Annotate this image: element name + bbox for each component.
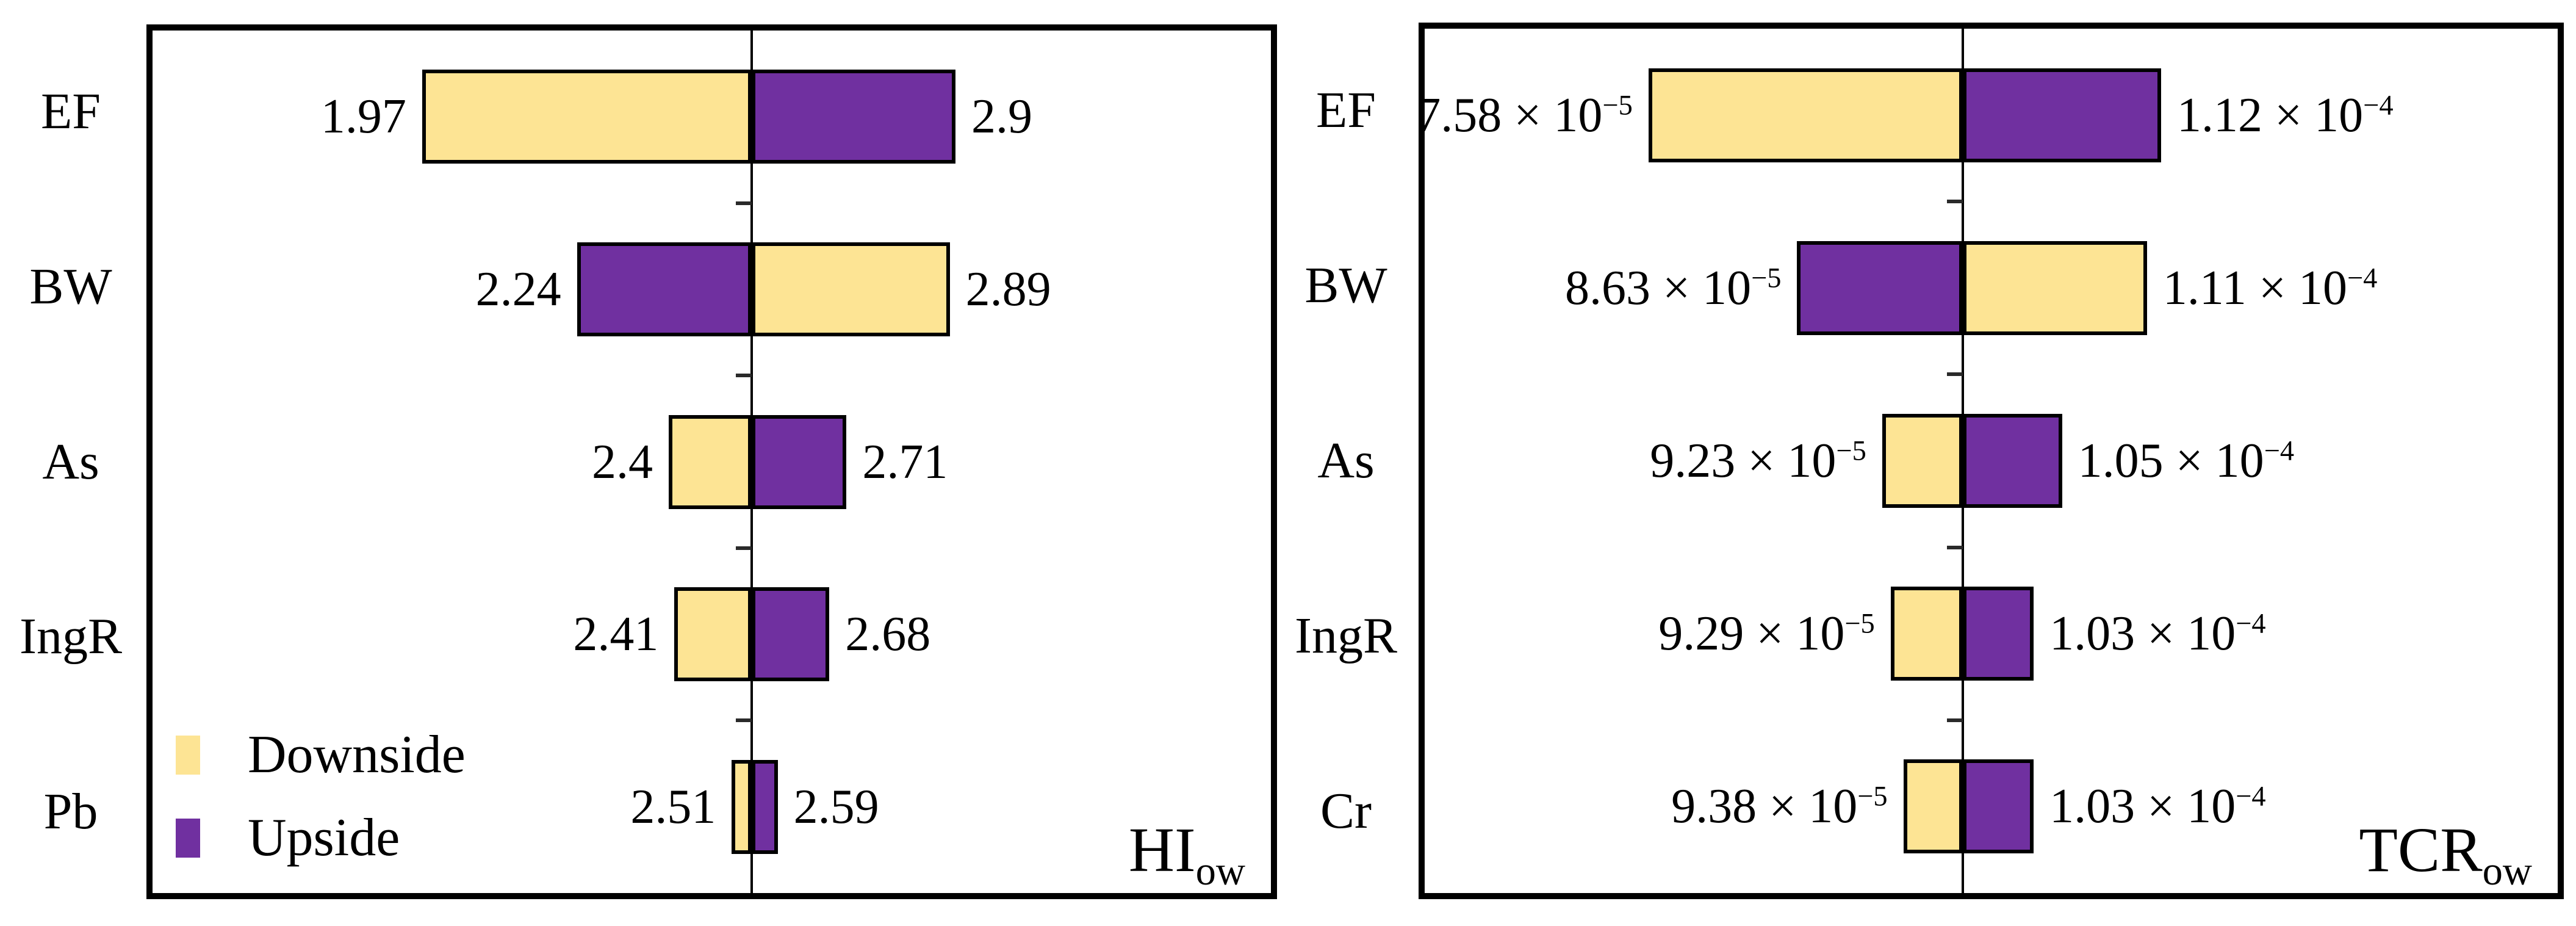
bar-downside-segment [674,587,752,682]
axis-tick [1947,718,1963,722]
low-value-label: 2.51 [630,780,716,834]
panel-title-text: TCR [2359,815,2483,885]
high-value-label: 2.9 [971,90,1032,144]
legend-entry-upside: Upside [176,798,466,878]
axis-tick [1947,372,1963,377]
high-value-label: 1.03 × 10−4 [2049,780,2266,834]
high-value-label: 1.05 × 10−4 [2078,434,2295,488]
low-value-label: 2.4 [592,435,653,489]
axis-tick [1947,545,1963,549]
bar-upside-segment [577,242,752,336]
low-value-label: 9.23 × 10−5 [1650,434,1866,488]
category-labels-hi: EF BW As IngR Pb [0,24,142,899]
bar-upside-segment [1797,241,1963,335]
low-value-label: 9.38 × 10−5 [1671,780,1888,834]
high-value-label: 2.59 [793,780,879,834]
category-label: BW [29,258,112,315]
low-value-label: 2.41 [573,607,659,662]
bar-upside-segment [1963,414,2062,508]
legend: Downside Upside [176,715,466,881]
upside-swatch [176,819,200,858]
legend-label-downside: Downside [248,725,466,784]
panel-title-hi-ow: HIow [1129,819,1245,892]
legend-entry-downside: Downside [176,715,466,795]
bar-upside-segment [1963,68,2162,162]
high-value-label: 2.71 [862,435,948,489]
bar-upside-segment [1963,759,2034,854]
axis-tick [736,374,752,378]
category-label: EF [40,83,101,140]
category-label: BW [1304,256,1387,314]
high-value-label: 1.03 × 10−4 [2049,607,2266,661]
bar-downside-segment [1890,587,1963,681]
bar-downside-segment [1882,414,1963,508]
axis-tick [736,201,752,205]
category-label: As [1317,432,1375,489]
axis-tick [1947,200,1963,204]
bar-downside-segment [752,242,950,336]
high-value-label: 2.68 [845,607,931,662]
panel-title-text: HI [1128,815,1196,885]
bar-upside-segment [752,587,830,682]
high-value-label: 1.11 × 10−4 [2162,261,2378,315]
bar-downside-segment [422,70,752,164]
low-value-label: 7.58 × 10−5 [1416,88,1633,142]
category-label: IngR [20,608,122,665]
bar-downside-segment [1963,241,2147,335]
bar-upside-segment [752,414,847,509]
high-value-label: 1.12 × 10−4 [2177,88,2394,142]
bar-upside-segment [752,70,955,164]
category-label: IngR [1295,607,1397,665]
axis-tick [736,546,752,550]
category-label: Cr [1320,783,1372,840]
bar-downside-segment [669,414,752,509]
legend-label-upside: Upside [248,808,400,867]
low-value-label: 9.29 × 10−5 [1658,607,1875,661]
bar-downside-segment [1903,759,1963,854]
category-label: EF [1315,81,1376,139]
category-label: As [42,433,99,490]
downside-swatch [176,736,200,775]
bar-downside-segment [1648,68,1963,162]
category-labels-tcr: EF BW As IngR Cr [1278,23,1414,899]
bar-upside-segment [1963,587,2034,681]
axis-tick [736,718,752,723]
panel-title-tcr-ow: TCRow [2359,819,2532,892]
low-value-label: 2.24 [475,262,561,316]
low-value-label: 1.97 [320,90,406,144]
low-value-label: 8.63 × 10−5 [1565,261,1782,315]
bar-upside-segment [752,759,778,854]
bar-downside-segment [732,759,752,854]
panel-title-subscript: ow [1195,848,1245,894]
plot-frame-hi: Downside Upside HIow 1.97 2.9 2.24 2.89 2.4 2… [146,24,1277,899]
category-label: Pb [43,783,98,840]
panel-title-subscript: ow [2482,848,2532,894]
high-value-label: 2.89 [965,262,1051,316]
plot-frame-tcr: TCRow 7.58 × 10−5 1.12 × 10−4 8.63 × 10−5 1… [1416,23,2564,899]
